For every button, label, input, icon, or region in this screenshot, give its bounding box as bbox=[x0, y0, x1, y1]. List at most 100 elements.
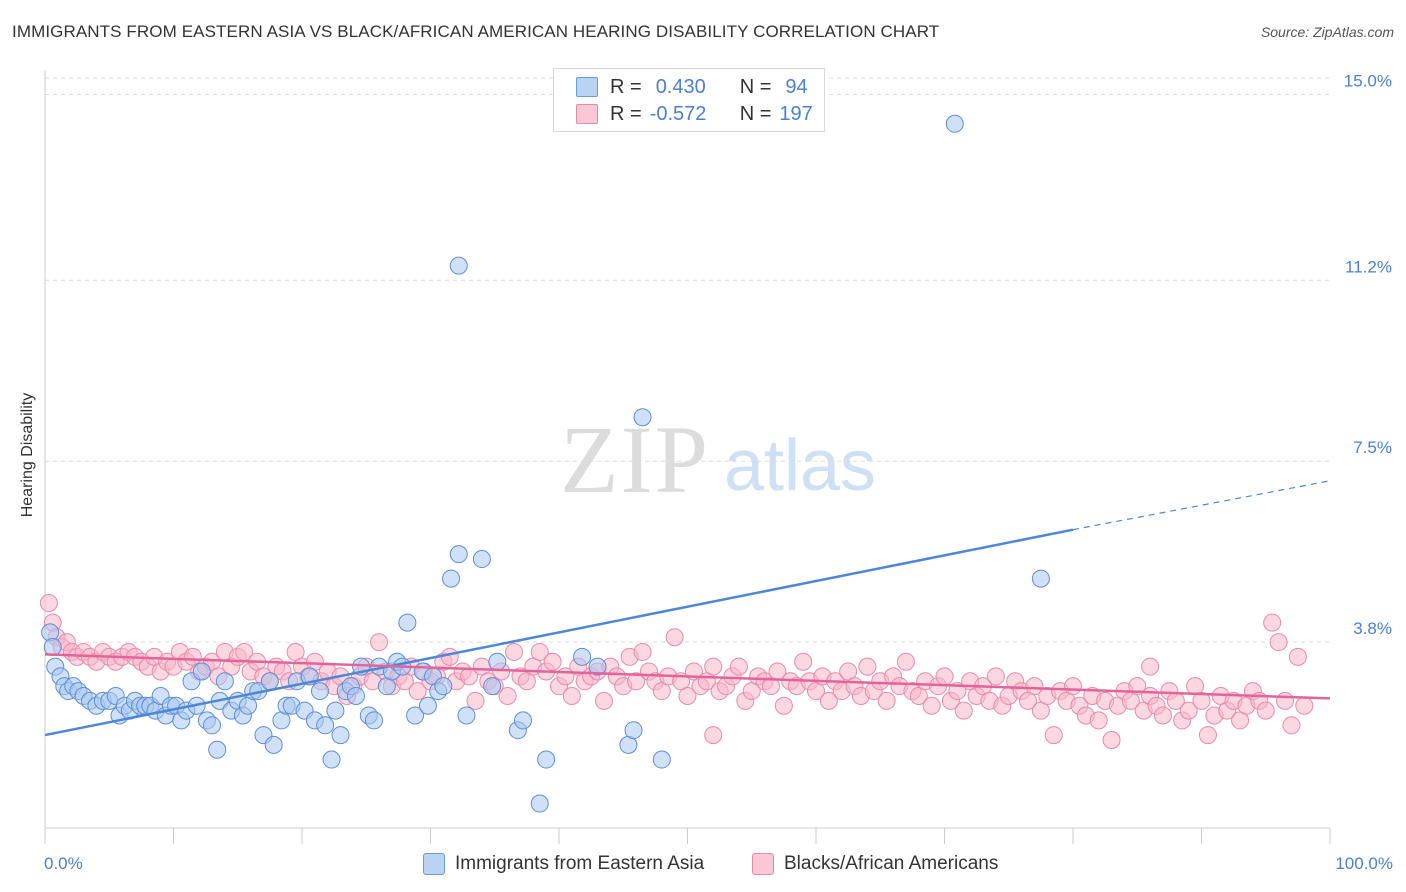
legend-n-value: 94 bbox=[785, 75, 808, 98]
point-eastern-asia bbox=[310, 682, 329, 701]
point-blacks bbox=[774, 696, 793, 715]
bottom-legend-label: Immigrants from Eastern Asia bbox=[455, 853, 705, 874]
point-eastern-asia bbox=[322, 750, 341, 769]
point-blacks bbox=[530, 642, 549, 661]
point-blacks bbox=[922, 696, 941, 715]
point-blacks bbox=[704, 726, 723, 745]
point-eastern-asia bbox=[41, 623, 60, 642]
chart-title: IMMIGRANTS FROM EASTERN ASIA VS BLACK/AF… bbox=[12, 22, 940, 41]
legend-row-blacks: R = -0.572 N = 197 bbox=[576, 101, 813, 127]
correlation-legend: R = 0.430 N = 94 R = -0.572 N = 197 bbox=[553, 68, 825, 132]
y-axis-label: Hearing Disability bbox=[19, 392, 36, 518]
point-blacks bbox=[562, 686, 581, 705]
point-eastern-asia bbox=[43, 638, 62, 657]
point-blacks bbox=[1256, 701, 1275, 720]
point-blacks bbox=[986, 667, 1005, 686]
point-eastern-asia bbox=[264, 735, 283, 754]
point-blacks bbox=[794, 652, 813, 671]
point-blacks bbox=[1282, 716, 1301, 735]
point-blacks bbox=[39, 594, 58, 613]
point-blacks bbox=[1179, 701, 1198, 720]
point-blacks bbox=[1089, 711, 1108, 730]
point-blacks bbox=[1276, 691, 1295, 710]
point-blacks bbox=[408, 682, 427, 701]
x-tick-label-left: 0.0% bbox=[44, 854, 83, 873]
trend-blacks bbox=[44, 653, 1331, 700]
series-eastern-asia-points bbox=[41, 114, 1050, 813]
point-eastern-asia bbox=[215, 672, 234, 691]
point-blacks bbox=[704, 657, 723, 676]
bottom-legend-swatch-pink bbox=[752, 853, 774, 875]
point-eastern-asia bbox=[945, 114, 964, 133]
point-eastern-asia bbox=[537, 750, 556, 769]
point-eastern-asia bbox=[346, 686, 365, 705]
point-blacks bbox=[1064, 677, 1082, 696]
watermark-zip: ZIP bbox=[560, 406, 710, 513]
point-eastern-asia bbox=[449, 545, 468, 564]
point-blacks bbox=[1269, 633, 1288, 652]
source-label: Source: ZipAtlas.com bbox=[1260, 24, 1394, 40]
legend-swatch-pink bbox=[576, 104, 598, 124]
point-eastern-asia bbox=[406, 706, 425, 725]
legend-r-label: R = bbox=[610, 102, 642, 125]
point-eastern-asia bbox=[316, 716, 335, 735]
bottom-legend-swatch-blue bbox=[423, 853, 445, 875]
point-blacks bbox=[1263, 613, 1282, 632]
point-eastern-asia bbox=[203, 716, 222, 735]
point-blacks bbox=[935, 667, 954, 686]
point-eastern-asia bbox=[573, 647, 592, 666]
point-eastern-asia bbox=[457, 706, 476, 725]
point-eastern-asia bbox=[633, 408, 652, 427]
y-tick-label: 15.0% bbox=[1344, 71, 1392, 90]
point-blacks bbox=[1153, 706, 1172, 725]
trend-lines bbox=[44, 480, 1331, 737]
y-tick-label: 3.8% bbox=[1353, 619, 1392, 638]
point-blacks bbox=[1192, 691, 1211, 710]
legend-swatch-blue bbox=[576, 77, 598, 97]
watermark: ZIP atlas bbox=[560, 406, 876, 513]
watermark-atlas: atlas bbox=[724, 426, 876, 506]
point-blacks bbox=[954, 701, 973, 720]
point-eastern-asia bbox=[483, 677, 502, 696]
point-blacks bbox=[1288, 647, 1307, 666]
point-eastern-asia bbox=[364, 711, 383, 730]
tick-labels: 3.8% 7.5% 11.2% 15.0% 0.0% 100.0% bbox=[44, 71, 1393, 873]
gridlines bbox=[45, 77, 1330, 643]
point-blacks bbox=[1198, 726, 1217, 745]
point-blacks bbox=[1141, 657, 1160, 676]
series-blacks-points bbox=[39, 594, 1314, 749]
bottom-legend-blacks: Blacks/African Americans bbox=[752, 850, 998, 878]
point-blacks bbox=[498, 686, 517, 705]
point-blacks bbox=[543, 652, 562, 671]
point-eastern-asia bbox=[588, 657, 607, 676]
point-blacks bbox=[627, 672, 646, 691]
trend-eastern-asia-extension bbox=[1072, 480, 1331, 531]
legend-r-label: R = bbox=[610, 75, 642, 98]
point-blacks bbox=[877, 691, 896, 710]
y-tick-label: 11.2% bbox=[1345, 257, 1392, 276]
point-eastern-asia bbox=[326, 701, 345, 720]
point-blacks bbox=[1044, 726, 1063, 745]
y-tick-label: 7.5% bbox=[1353, 438, 1392, 457]
point-blacks bbox=[896, 652, 915, 671]
point-eastern-asia bbox=[488, 652, 507, 671]
point-eastern-asia bbox=[530, 794, 549, 813]
legend-r-value: -0.572 bbox=[649, 102, 707, 125]
point-blacks bbox=[594, 691, 613, 710]
point-blacks bbox=[665, 628, 684, 647]
axes bbox=[44, 70, 1331, 844]
point-eastern-asia bbox=[192, 662, 211, 681]
legend-r-value: 0.430 bbox=[655, 75, 706, 98]
point-eastern-asia bbox=[1031, 569, 1050, 588]
point-eastern-asia bbox=[418, 696, 437, 715]
x-tick-label-right: 100.0% bbox=[1335, 854, 1393, 873]
point-blacks bbox=[370, 633, 389, 652]
point-blacks bbox=[819, 691, 838, 710]
point-eastern-asia bbox=[514, 711, 533, 730]
bottom-legend-eastern-asia: Immigrants from Eastern Asia bbox=[423, 850, 704, 878]
point-blacks bbox=[466, 691, 485, 710]
point-blacks bbox=[1025, 677, 1044, 696]
point-blacks bbox=[1295, 696, 1314, 715]
legend-n-label: N = bbox=[739, 75, 772, 98]
